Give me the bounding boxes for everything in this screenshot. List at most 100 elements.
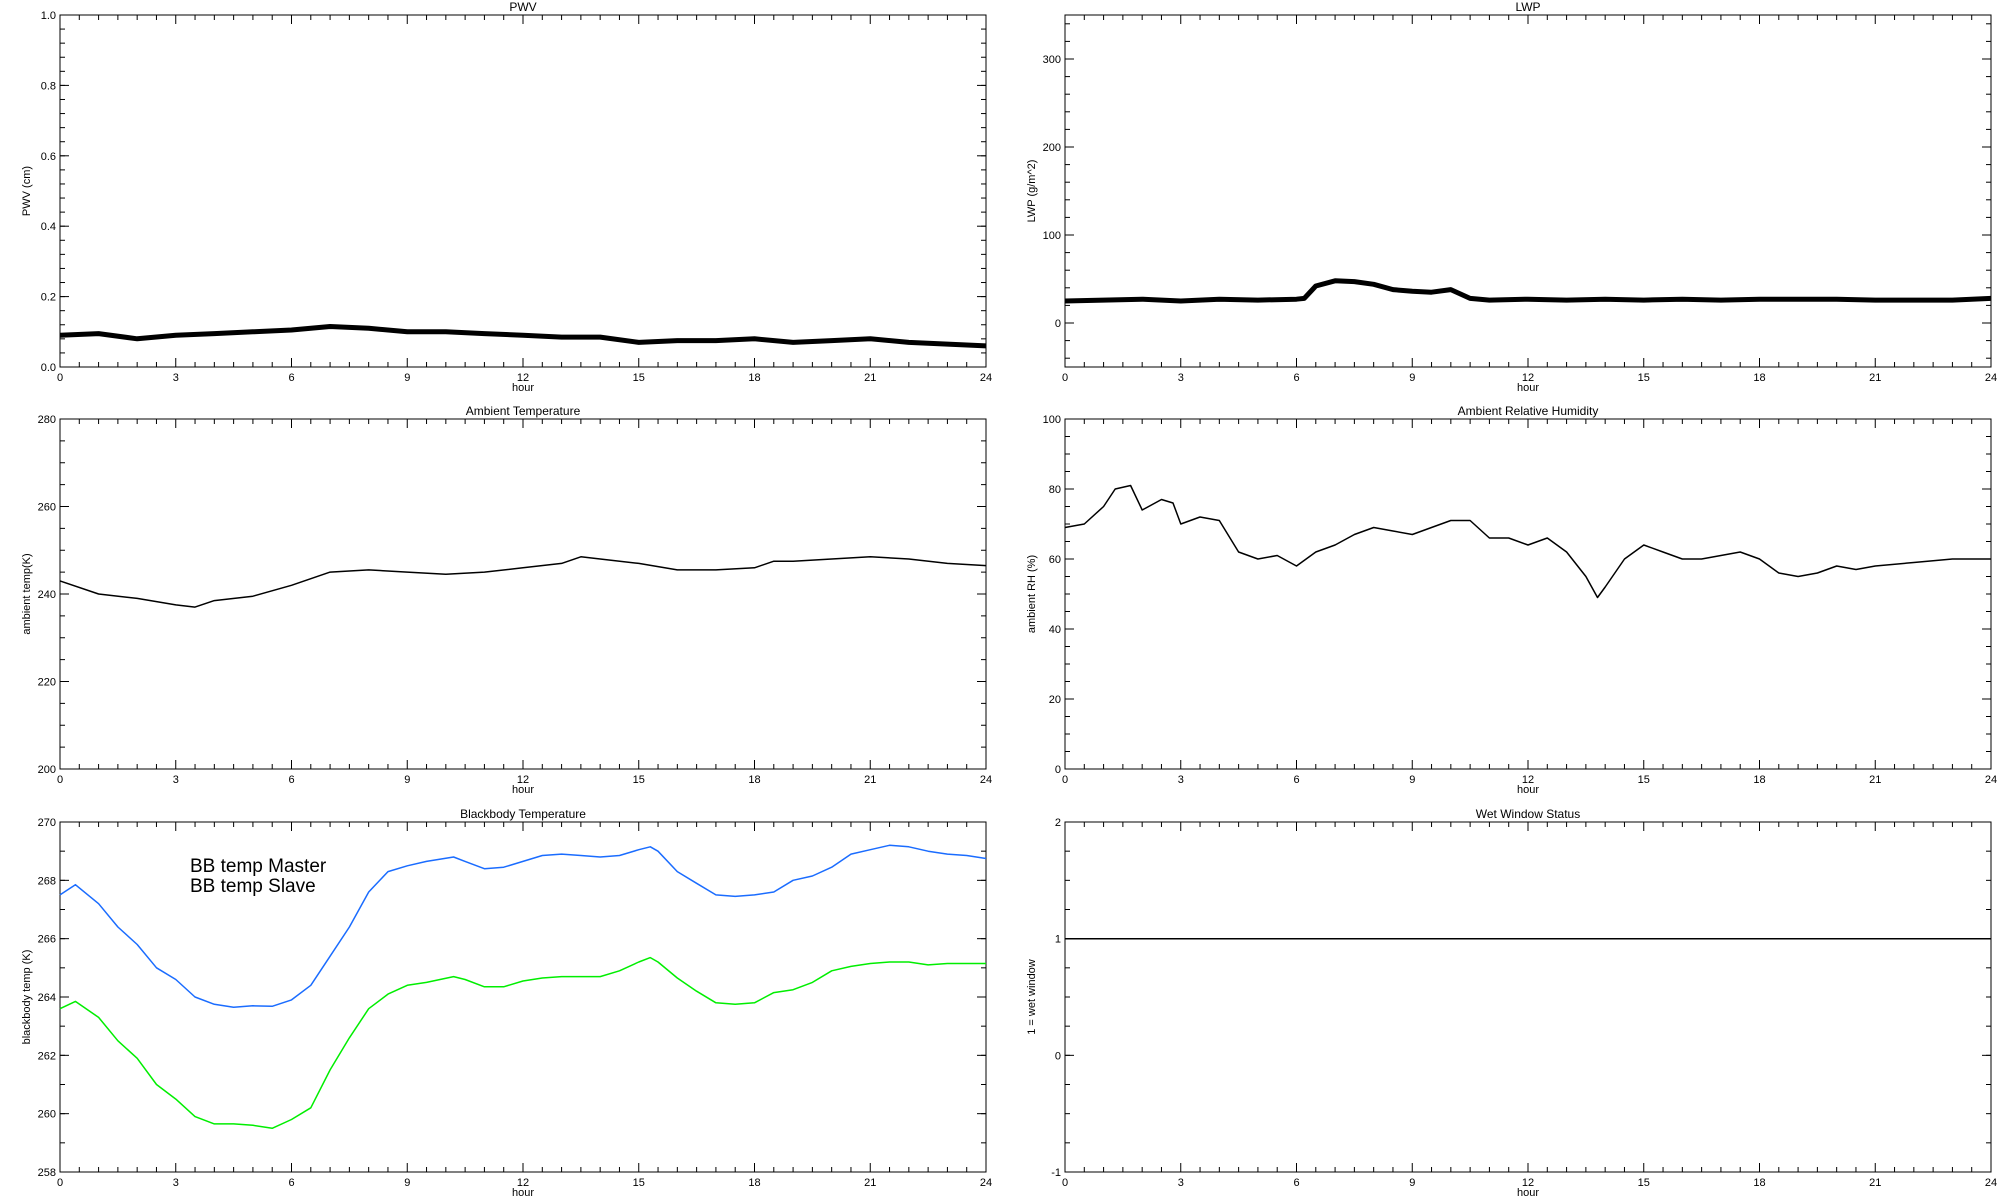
y-axis-label: ambient temp(K) — [21, 553, 33, 634]
plot-frame — [59, 14, 987, 368]
series-line-pwv — [59, 324, 987, 349]
x-tick-label: 24 — [1985, 1177, 1997, 1189]
y-tick-label: 20 — [1049, 694, 1061, 706]
x-tick-label: 6 — [288, 372, 294, 384]
x-tick-label: 24 — [1985, 372, 1997, 384]
x-tick-label: 9 — [404, 774, 410, 786]
plot-frame — [1064, 821, 1992, 1173]
y-tick-label: 1.0 — [41, 10, 56, 22]
x-tick-label: 24 — [1985, 774, 1997, 786]
y-tick-label: 280 — [38, 414, 56, 426]
x-axis-label: hour — [512, 1187, 534, 1199]
y-tick-label: 260 — [38, 502, 56, 514]
y-axis-label: ambient RH (%) — [1026, 555, 1038, 633]
x-tick-label: 15 — [633, 1177, 645, 1189]
y-tick-label: -1 — [1051, 1167, 1061, 1179]
y-tick-label: 300 — [1043, 54, 1061, 66]
chart-pwv: PWV hour PWV (cm) 0 3 6 9 12 15 18 21 24 0.0 0.2 0.4 0.… — [21, 0, 992, 394]
y-tick-label: 0 — [1055, 1050, 1061, 1062]
y-tick-label: 0.4 — [41, 221, 56, 233]
chart-title: Ambient Relative Humidity — [1458, 404, 1599, 418]
x-tick-label: 12 — [1522, 774, 1534, 786]
x-tick-label: 9 — [404, 372, 410, 384]
y-axis-label: PWV (cm) — [21, 166, 33, 216]
x-tick-label: 21 — [1869, 372, 1881, 384]
y-axis-label: LWP (g/m^2) — [1026, 160, 1038, 223]
y-axis-label: 1 = wet window — [1026, 959, 1038, 1035]
x-tick-label: 6 — [1293, 774, 1299, 786]
y-tick-label: 200 — [1043, 142, 1061, 154]
y-tick-label: 260 — [38, 1109, 56, 1121]
chart-lwp: LWP hour LWP (g/m^2) 0 3 6 9 12 15 18 21 24 0 100 200 3… — [1026, 0, 1997, 394]
y-tick-label: 258 — [38, 1167, 56, 1179]
plot-frame — [1064, 14, 1992, 368]
x-tick-label: 6 — [288, 774, 294, 786]
y-tick-label: 60 — [1049, 554, 1061, 566]
x-tick-label: 12 — [1522, 372, 1534, 384]
x-tick-label: 6 — [1293, 1177, 1299, 1189]
x-tick-label: 18 — [1753, 1177, 1765, 1189]
chart-wet-window-status: Wet Window Status hour 1 = wet window 0 3 6 9 1… — [1026, 807, 1997, 1199]
x-tick-label: 0 — [1062, 1177, 1068, 1189]
y-tick-label: 0 — [1055, 318, 1061, 330]
x-tick-label: 9 — [1409, 372, 1415, 384]
series-line-ambient-temp — [59, 556, 987, 608]
chart-title: Ambient Temperature — [466, 404, 581, 418]
chart-blackbody-temperature: Blackbody Temperature hour blackbody temp … — [21, 807, 992, 1199]
x-tick-label: 9 — [1409, 774, 1415, 786]
plot-frame — [59, 418, 987, 770]
y-tick-label: 0.0 — [41, 362, 56, 374]
y-tick-label: 266 — [38, 934, 56, 946]
x-tick-label: 24 — [980, 774, 992, 786]
x-tick-label: 15 — [1638, 774, 1650, 786]
x-tick-label: 3 — [1178, 774, 1184, 786]
y-tick-label: 0 — [1055, 764, 1061, 776]
y-tick-label: 100 — [1043, 230, 1061, 242]
x-tick-label: 21 — [864, 774, 876, 786]
y-tick-label: 268 — [38, 875, 56, 887]
x-tick-label: 0 — [57, 1177, 63, 1189]
x-tick-label: 12 — [517, 1177, 529, 1189]
x-axis-label: hour — [512, 382, 534, 394]
x-tick-label: 0 — [1062, 774, 1068, 786]
y-tick-label: 200 — [38, 764, 56, 776]
x-tick-label: 3 — [173, 774, 179, 786]
x-tick-label: 21 — [1869, 1177, 1881, 1189]
y-tick-label: 2 — [1055, 817, 1061, 829]
x-tick-label: 24 — [980, 372, 992, 384]
x-axis-label: hour — [1517, 382, 1539, 394]
x-tick-label: 21 — [1869, 774, 1881, 786]
x-tick-label: 0 — [57, 372, 63, 384]
y-axis-label: blackbody temp (K) — [21, 950, 33, 1045]
x-tick-label: 9 — [404, 1177, 410, 1189]
x-tick-label: 9 — [1409, 1177, 1415, 1189]
legend-entry: BB temp Slave — [190, 876, 316, 897]
x-tick-label: 3 — [1178, 1177, 1184, 1189]
y-tick-label: 262 — [38, 1050, 56, 1062]
x-axis-label: hour — [512, 784, 534, 796]
y-tick-label: 270 — [38, 817, 56, 829]
x-tick-label: 15 — [633, 774, 645, 786]
y-tick-label: 220 — [38, 677, 56, 689]
x-tick-label: 15 — [1638, 1177, 1650, 1189]
x-tick-label: 0 — [57, 774, 63, 786]
x-tick-label: 18 — [1753, 372, 1765, 384]
y-tick-label: 0.6 — [41, 151, 56, 163]
series-line-lwp — [1064, 278, 1992, 304]
x-tick-label: 15 — [633, 372, 645, 384]
y-tick-label: 1 — [1055, 934, 1061, 946]
y-tick-label: 80 — [1049, 484, 1061, 496]
y-tick-label: 40 — [1049, 624, 1061, 636]
x-tick-label: 21 — [864, 1177, 876, 1189]
y-tick-label: 0.2 — [41, 292, 56, 304]
chart-ambient-temperature: Ambient Temperature hour ambient temp(K) 0 3… — [21, 404, 992, 796]
x-tick-label: 12 — [517, 372, 529, 384]
x-tick-label: 15 — [1638, 372, 1650, 384]
x-tick-label: 18 — [1753, 774, 1765, 786]
plot-frame — [1064, 418, 1992, 770]
series-line-bb-temp-master — [59, 844, 987, 1008]
x-tick-label: 12 — [517, 774, 529, 786]
x-tick-label: 12 — [1522, 1177, 1534, 1189]
x-tick-label: 3 — [173, 372, 179, 384]
